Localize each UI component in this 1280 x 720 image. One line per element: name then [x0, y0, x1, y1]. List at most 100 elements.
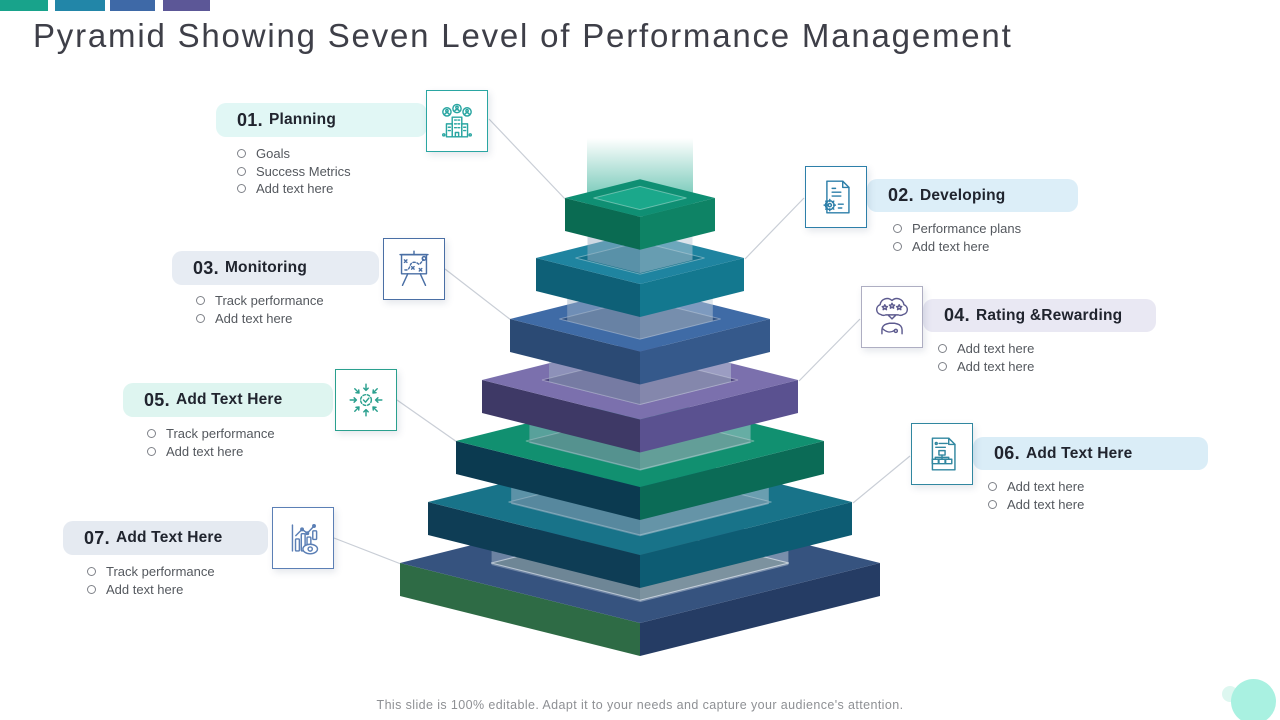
pyramid-tier-2-top-face [536, 232, 744, 284]
pyramid-spacer [640, 295, 713, 340]
pyramid-spacer [529, 417, 640, 471]
top-accent-bar-2 [55, 0, 105, 11]
bullet-text: Add text here [215, 310, 293, 326]
pyramid-tier-1-inset [593, 185, 687, 211]
bullet-item: Success Metrics [237, 163, 351, 181]
pyramid-tier-2-right-face [640, 258, 744, 317]
person-stars-icon [875, 297, 909, 335]
level-icon-box [426, 90, 488, 152]
bullet-text: Add text here [256, 181, 334, 197]
pyramid-tier-6-right-face [640, 502, 852, 588]
pyramid-tier-4-right-face [640, 380, 798, 453]
top-accent-bar-4 [163, 0, 210, 11]
pyramid-spacer [511, 478, 640, 537]
pyramid-tier-5-left-face [456, 441, 640, 520]
pyramid-tier-6-inset [508, 468, 772, 536]
level-bullets: Add text here Add text here [938, 340, 1034, 375]
bullet-circle-icon [938, 361, 947, 371]
connector-line-5 [396, 399, 458, 443]
slide-title: Pyramid Showing Seven Level of Performan… [33, 17, 1013, 54]
document-gear-icon [823, 180, 850, 214]
bullet-circle-icon [237, 184, 246, 194]
level-title-bar: 05. Add Text Here [123, 383, 333, 417]
top-accent-bar-1 [0, 0, 48, 11]
bullet-circle-icon [147, 446, 156, 456]
bullet-item: Add text here [196, 310, 324, 328]
bullet-item: Performance plans [893, 220, 1021, 238]
bullet-item: Add text here [938, 340, 1034, 358]
level-number: 04. [944, 305, 970, 325]
level-icon-box [272, 507, 334, 569]
pyramid-spacer [640, 417, 751, 471]
pyramid-spacer [567, 295, 640, 340]
pyramid-tier-7-inset [491, 525, 789, 601]
level-title-bar: 04. Rating &Rewarding [923, 299, 1156, 332]
bullet-item: Track performance [196, 292, 324, 310]
bullet-text: Performance plans [912, 221, 1022, 237]
pyramid-tier-1-top-face [565, 179, 715, 217]
connector-line-7 [333, 537, 402, 565]
level-title-bar: 01. Planning [216, 103, 427, 137]
level-bullets: Track performance Add text here [147, 425, 275, 460]
bullet-circle-icon [237, 149, 246, 159]
strategy-board-icon [399, 250, 429, 287]
connector-line-1 [488, 118, 567, 201]
level-label: Developing [919, 186, 1006, 204]
bullet-circle-icon [893, 241, 902, 251]
bullet-circle-icon [196, 296, 205, 306]
pyramid-tier-4-top-face [482, 340, 798, 420]
pyramid-tier-4-left-face [482, 380, 640, 453]
bullet-text: Add text here [106, 581, 184, 597]
corner-circle [1231, 679, 1276, 720]
bar-chart-eye-icon [291, 524, 319, 555]
bullet-item: Add text here [988, 478, 1084, 496]
level-title-bar: 06. Add Text Here [973, 437, 1208, 470]
pyramid-spacer [640, 478, 769, 537]
bullet-circle-icon [196, 313, 205, 323]
level-icon-box [335, 369, 397, 431]
level-label: Add Text Here [115, 529, 223, 546]
bullet-item: Goals [237, 145, 351, 163]
bullet-circle-icon [988, 482, 997, 492]
document-orgchart-icon [931, 437, 956, 471]
level-bullets: Track performance Add text here [196, 292, 324, 327]
level-label: Planning [268, 111, 336, 128]
level-icon-box [805, 166, 867, 228]
level-icon-box [861, 286, 923, 348]
bullet-text: Add text here [1007, 479, 1085, 495]
level-number: 05. [144, 389, 170, 410]
bullet-text: Add text here [1007, 496, 1085, 512]
level-number: 06. [994, 443, 1020, 463]
level-title-bar: 07. Add Text Here [63, 521, 268, 555]
level-bullets: Track performance Add text here [87, 563, 215, 598]
level-bullets: Goals Success Metrics Add text here [237, 145, 351, 198]
level-label: Add Text Here [175, 391, 283, 408]
bullet-circle-icon [988, 499, 997, 509]
pyramid-tier-5-top-face [456, 395, 824, 487]
level-title-bar: 02. Developing [867, 179, 1078, 212]
bullet-item: Add text here [87, 581, 215, 599]
pyramid-tier-5-inset [525, 411, 755, 471]
bullet-text: Goals [256, 146, 290, 162]
pyramid-spacer [640, 539, 789, 603]
level-icon-box [911, 423, 973, 485]
pyramid-tier-4-inset [541, 354, 739, 406]
pyramid-tier-3-top-face [510, 286, 770, 352]
pyramid-tier-6-left-face [428, 502, 640, 588]
pyramid-light-beam [587, 138, 693, 216]
bullet-text: Track performance [215, 293, 324, 309]
bullet-circle-icon [938, 344, 947, 354]
bullet-text: Track performance [106, 564, 215, 580]
level-title-bar: 03. Monitoring [172, 251, 379, 285]
pyramid-tier-1-right-face [640, 198, 715, 250]
pyramid-tier-7-top-face [400, 503, 880, 623]
bullet-text: Success Metrics [256, 163, 351, 179]
pyramid-tier-2-left-face [536, 258, 640, 317]
pyramid-tier-6-top-face [428, 449, 852, 555]
pyramid-spacer [587, 235, 640, 274]
bullet-text: Track performance [166, 426, 275, 442]
level-icon-box [383, 238, 445, 300]
building-people-icon [442, 103, 472, 138]
bullet-item: Add text here [147, 443, 275, 461]
